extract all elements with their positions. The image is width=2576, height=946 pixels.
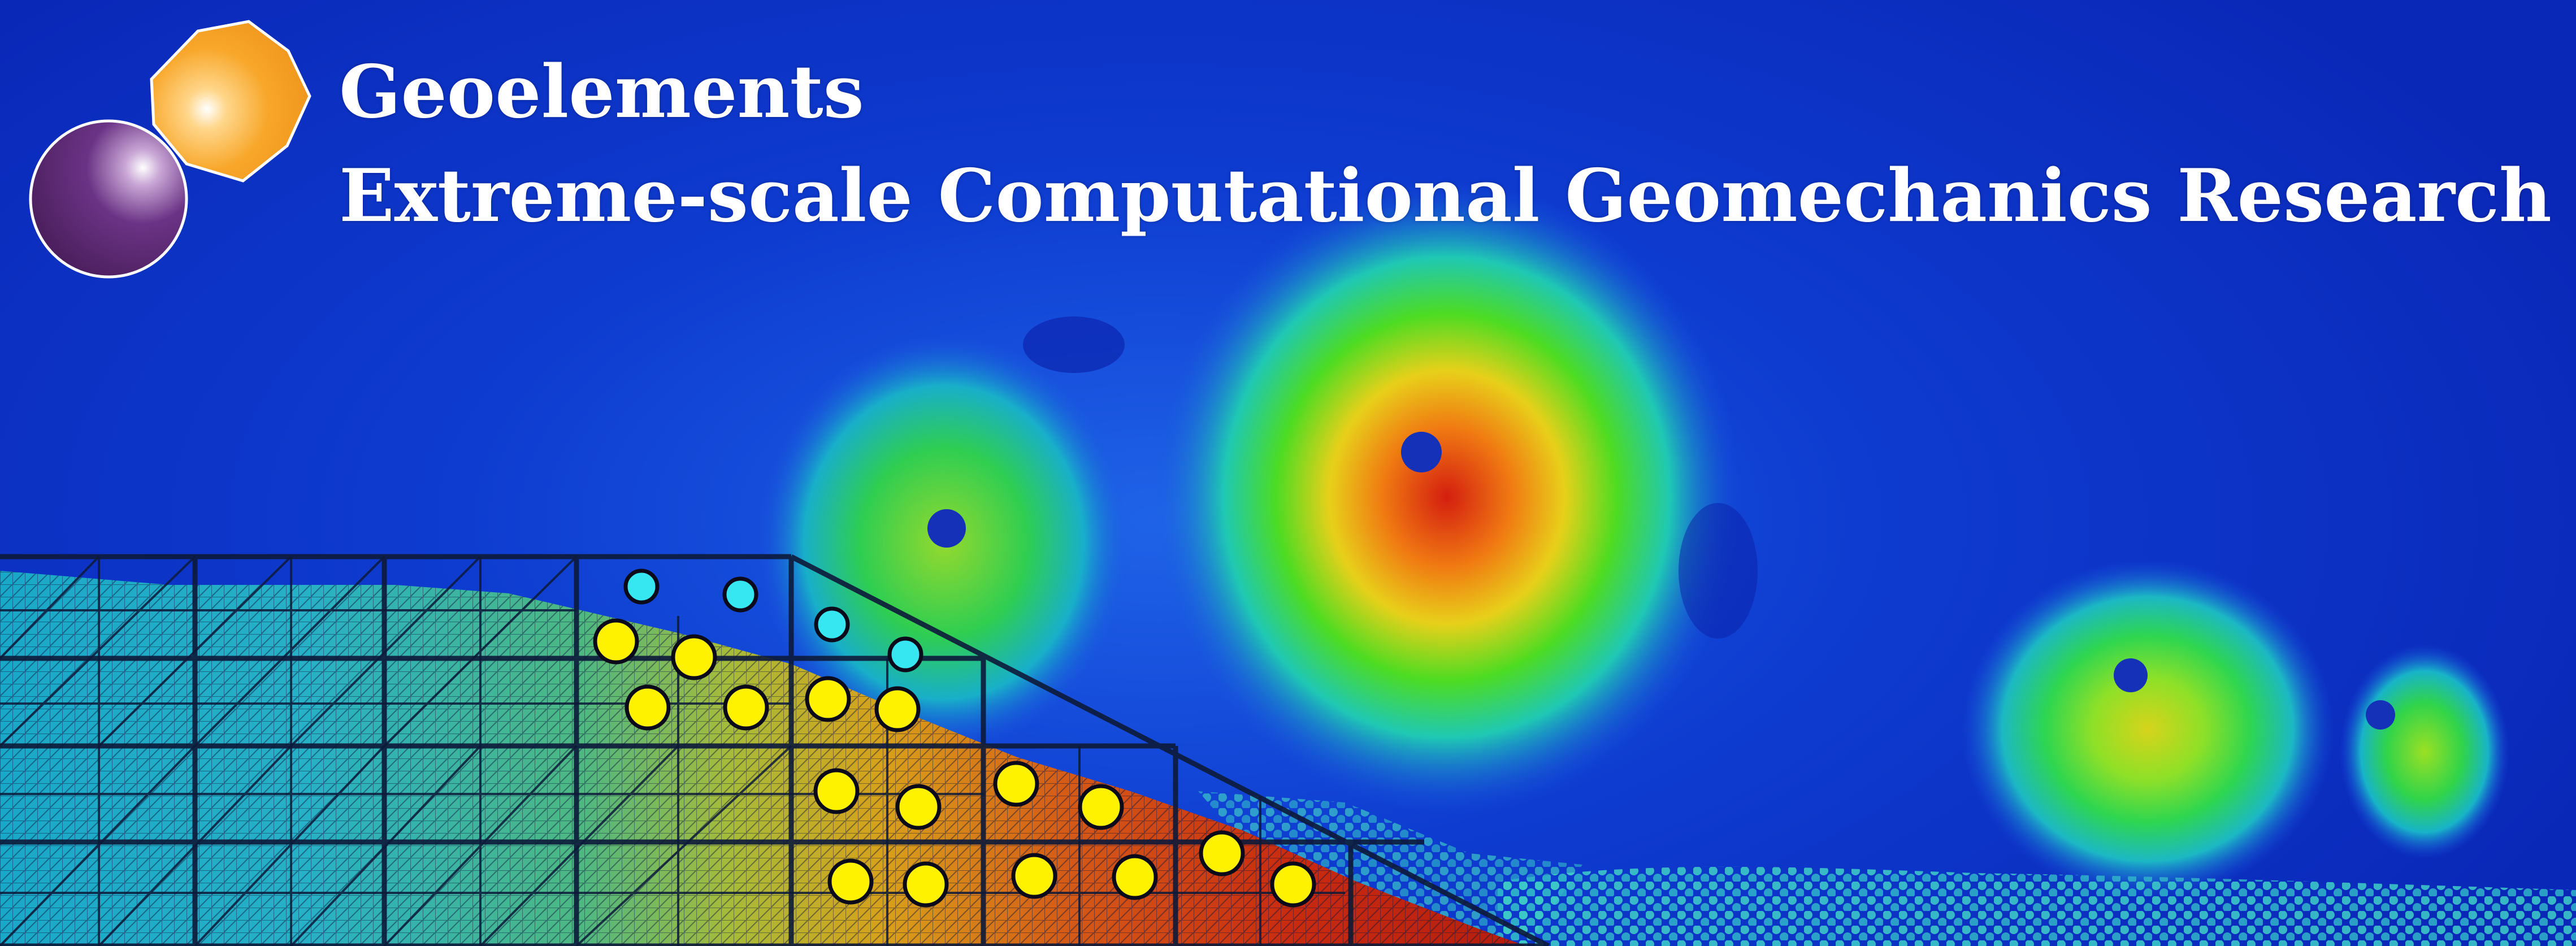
purple-sphere-icon <box>29 119 188 279</box>
vortex-field <box>757 181 2509 899</box>
orange-polygon-icon <box>150 20 311 183</box>
granular-bed <box>1198 791 2576 946</box>
material-points-yellow <box>593 618 1316 908</box>
slope-model <box>0 554 1550 946</box>
material-points-cyan <box>623 569 923 672</box>
logo <box>29 20 311 279</box>
site-subtitle: Extreme-scale Computational Geomechanics… <box>339 154 2552 238</box>
site-title: Geoelements <box>339 50 864 134</box>
